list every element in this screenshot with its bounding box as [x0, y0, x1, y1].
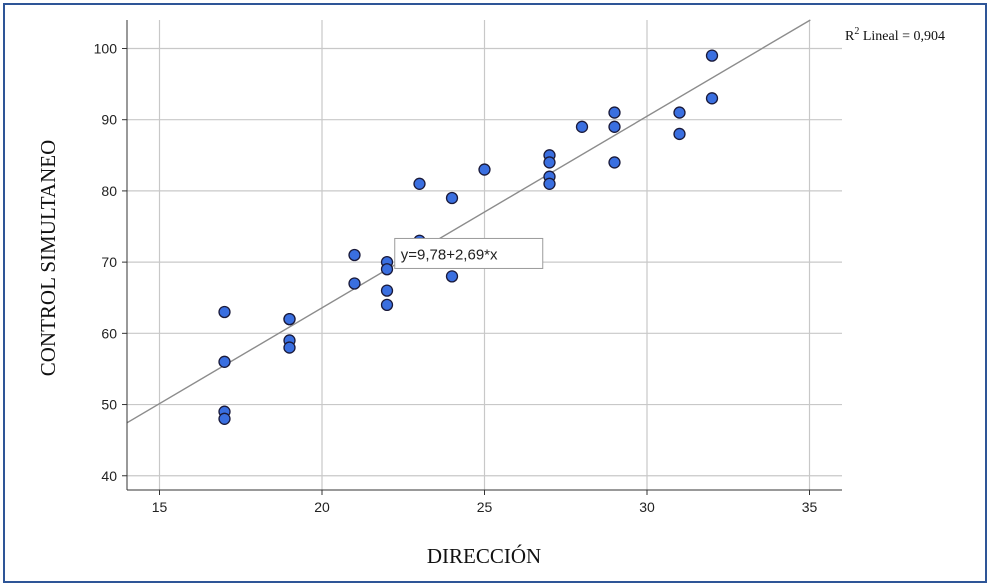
tick-labels: 15 20 25 30 35 40 50 60 70 80 90 100	[94, 40, 818, 515]
data-point	[608, 156, 621, 169]
x-tick-label: 25	[477, 499, 493, 515]
data-point	[348, 248, 361, 262]
axes	[122, 20, 842, 495]
fit-line	[126, 19, 811, 424]
y-axis-title: CONTROL SIMULTANEO	[36, 140, 60, 377]
data-points	[218, 49, 719, 425]
chart-frame	[3, 3, 987, 583]
equation-box: y=9,78+2,69*x	[394, 237, 544, 269]
data-point	[380, 263, 394, 276]
y-tick-label: 80	[101, 183, 117, 199]
fit-line-group	[126, 19, 811, 424]
data-point	[705, 49, 719, 62]
x-axis-title: DIRECCIÓN	[427, 544, 541, 568]
y-tick-label: 70	[101, 254, 117, 270]
data-point	[283, 312, 296, 326]
x-tick-label: 20	[314, 499, 330, 515]
y-tick-label: 100	[94, 40, 118, 56]
data-point	[575, 120, 589, 133]
data-point	[608, 106, 621, 119]
data-point	[705, 92, 719, 105]
r2-label: R2 Lineal = 0,904	[845, 26, 945, 44]
x-tick-label: 15	[152, 499, 168, 515]
data-point	[218, 412, 231, 425]
data-point	[380, 284, 394, 297]
data-point	[413, 177, 426, 190]
y-tick-label: 40	[101, 468, 117, 484]
y-tick-label: 90	[101, 112, 117, 128]
data-point	[673, 127, 686, 141]
y-tick-label: 50	[101, 397, 117, 413]
data-point	[380, 298, 394, 311]
x-tick-label: 35	[802, 499, 818, 515]
data-point	[543, 177, 556, 190]
data-point	[673, 106, 686, 119]
data-point	[348, 277, 361, 290]
data-point	[445, 191, 459, 205]
x-tick-label: 30	[639, 499, 655, 515]
data-point	[445, 270, 459, 283]
data-point	[543, 156, 556, 169]
data-point	[478, 163, 491, 176]
data-point	[608, 120, 621, 133]
fit-equation-label: y=9,78+2,69*x	[401, 246, 498, 263]
data-point	[218, 355, 231, 368]
data-point	[218, 305, 231, 319]
data-point	[283, 341, 296, 354]
y-tick-label: 60	[101, 325, 117, 341]
